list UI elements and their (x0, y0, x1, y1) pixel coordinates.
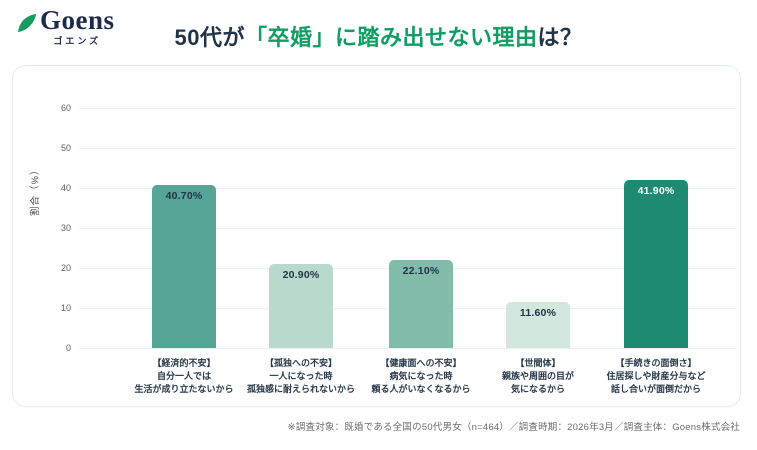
bar-value-label: 20.90% (282, 269, 320, 282)
chart-card: 割合（%） 0 10 20 30 40 50 60 40.70% 【経済的不安】 自分一人では … (12, 65, 741, 407)
gridline (79, 188, 736, 189)
bar: 40.70% (152, 185, 216, 348)
title-suffix: は？ (537, 25, 583, 50)
x-category-label: 【手続きの面倒さ】 住居探しや財産分与など 話し合いが面倒だから (606, 358, 706, 394)
x-category-label: 【経済的不安】 自分一人では 生活が成り立たないから (134, 358, 234, 394)
gridline (79, 148, 736, 149)
leaf-icon (17, 13, 37, 33)
page-title: 50代が「卒婚」に踏み出せない理由は？ (0, 20, 757, 52)
bar-value-label: 22.10% (402, 264, 440, 277)
bar-value-label: 41.90% (637, 185, 675, 198)
brand-name: Goens (40, 5, 115, 35)
brand-subtitle: ゴエンズ (53, 36, 102, 46)
y-tick-label: 20 (60, 263, 71, 273)
y-tick-label: 0 (65, 343, 71, 353)
bar-value-label: 11.60% (519, 306, 557, 319)
x-category-label: 【孤独への不安】 一人になった時 孤独感に耐えられないから (246, 358, 355, 394)
bar: 20.90% (269, 264, 333, 348)
bar: 11.60% (506, 301, 570, 348)
gridline (79, 228, 736, 229)
y-tick-label: 40 (60, 183, 71, 193)
bar: 41.90% (624, 180, 688, 348)
plot-area: 0 10 20 30 40 50 60 40.70% 【経済的不安】 自分一人では 生活が成り立… (61, 103, 736, 394)
gridline (79, 348, 736, 349)
y-tick-label: 30 (60, 223, 71, 233)
title-highlight: 「卒婚」に踏み出せない理由 (244, 25, 538, 50)
gridline (79, 108, 736, 109)
brand-logo: Goens ゴエンズ (16, 6, 115, 47)
x-category-label: 【世間体】 親族や周囲の目が 気になるから (501, 358, 574, 394)
y-tick-label: 50 (60, 143, 71, 153)
bar: 22.10% (389, 259, 453, 348)
title-prefix: 50代が (174, 25, 245, 50)
y-tick-label: 60 (60, 103, 71, 113)
survey-footnote: ※調査対象：既婚である全国の50代男女（n=464）／調査時期：2026年3月／… (287, 422, 740, 433)
x-category-label: 【健康面への不安】 病気になった時 頼る人がいなくなるから (371, 358, 471, 394)
y-tick-label: 10 (60, 303, 71, 313)
bar-value-label: 40.70% (165, 190, 203, 203)
